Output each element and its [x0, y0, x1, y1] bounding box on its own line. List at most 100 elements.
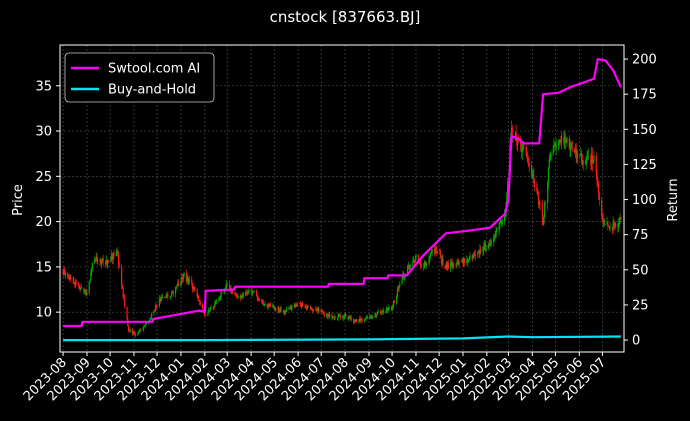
candle-body — [544, 203, 547, 204]
candle-body — [425, 262, 427, 266]
plot-frame — [59, 44, 625, 353]
y-axis-label-left: Price — [11, 184, 26, 216]
candle-body — [450, 261, 453, 263]
candle-body — [199, 301, 201, 305]
candle-body — [393, 301, 395, 306]
candle-body — [268, 303, 271, 307]
series-line-benchmark — [63, 335, 621, 342]
candle-body — [285, 310, 287, 314]
candle-body — [350, 317, 352, 321]
candle-body — [462, 259, 464, 264]
candle-body — [137, 333, 139, 336]
candle-body — [177, 282, 179, 285]
candle-body — [498, 223, 500, 231]
candle-body — [304, 305, 306, 307]
candle-body — [323, 313, 325, 316]
candle-body — [266, 304, 268, 308]
candle-body — [436, 251, 439, 253]
candle-body — [463, 258, 466, 264]
candle-body — [482, 246, 484, 252]
candle-body — [423, 261, 426, 268]
candle-body — [97, 261, 99, 263]
candle-body — [253, 290, 255, 292]
candle-body — [113, 253, 115, 256]
candle-body — [568, 137, 570, 148]
candle-body — [420, 266, 422, 267]
candle-body — [225, 283, 228, 289]
candle-body — [194, 286, 196, 290]
candle-body — [258, 298, 260, 300]
right-tick-label: 175 — [632, 88, 657, 103]
candle-body — [544, 203, 546, 217]
candle-body — [473, 253, 475, 256]
candle-body — [138, 331, 140, 333]
candle-body — [403, 275, 406, 278]
candle-body — [234, 293, 236, 295]
candle-body — [149, 319, 151, 321]
candle-body — [426, 263, 428, 266]
candle-body — [74, 282, 76, 285]
candle-body — [396, 295, 398, 303]
candle-body — [435, 250, 437, 251]
candle-body — [311, 308, 313, 310]
candle-body — [577, 155, 579, 157]
candle-body — [455, 265, 457, 267]
candle-body — [122, 288, 124, 297]
candle-body — [409, 266, 411, 268]
candle-body — [460, 261, 463, 263]
candle-body — [338, 315, 340, 316]
candle-body — [597, 182, 599, 186]
candle-body — [142, 327, 144, 331]
candle-body — [447, 263, 449, 270]
candle-body — [480, 249, 482, 252]
candle-body — [483, 246, 485, 250]
candle-body — [310, 308, 312, 310]
candle-body — [483, 242, 486, 250]
candle-body — [220, 292, 222, 298]
candle-body — [178, 282, 180, 287]
candle-body — [536, 183, 538, 192]
candle-body — [85, 291, 87, 296]
candle-body — [326, 314, 328, 317]
candle-body — [160, 298, 162, 302]
candle-body — [376, 315, 378, 316]
candle-body — [169, 296, 171, 298]
candle-body — [226, 283, 228, 285]
candle-body — [154, 305, 157, 311]
candle-body — [547, 168, 550, 182]
candle-body — [151, 313, 153, 318]
candle-body — [408, 265, 410, 268]
candle-body — [451, 261, 453, 267]
legend-box — [64, 52, 215, 103]
right-tick-label: 150 — [632, 123, 657, 138]
candle-body — [592, 160, 594, 164]
candle-body — [207, 312, 209, 316]
candle-body — [264, 304, 266, 305]
candle-body — [301, 302, 303, 307]
candle-body — [557, 144, 560, 146]
candle-body — [252, 292, 254, 294]
candle-body — [537, 195, 540, 205]
candle-body — [228, 284, 231, 288]
candle-body — [102, 258, 104, 263]
candle-body — [94, 258, 97, 261]
candle-body — [526, 155, 528, 158]
candle-body — [257, 298, 259, 300]
price-candles — [62, 120, 622, 338]
candle-body — [534, 183, 536, 184]
candle-body — [334, 316, 336, 318]
candle-body — [587, 156, 589, 158]
candle-body — [84, 291, 87, 293]
candle-body — [407, 265, 409, 267]
candle-body — [565, 140, 567, 143]
candle-body — [96, 256, 98, 262]
candle-body — [174, 287, 177, 295]
candle-body — [246, 292, 248, 295]
candle-body — [121, 266, 123, 287]
candle-body — [382, 310, 384, 313]
candle-body — [446, 264, 448, 269]
candle-body — [202, 308, 204, 313]
candle-body — [441, 258, 443, 263]
candle-body — [406, 266, 409, 275]
candle-body — [128, 330, 130, 333]
